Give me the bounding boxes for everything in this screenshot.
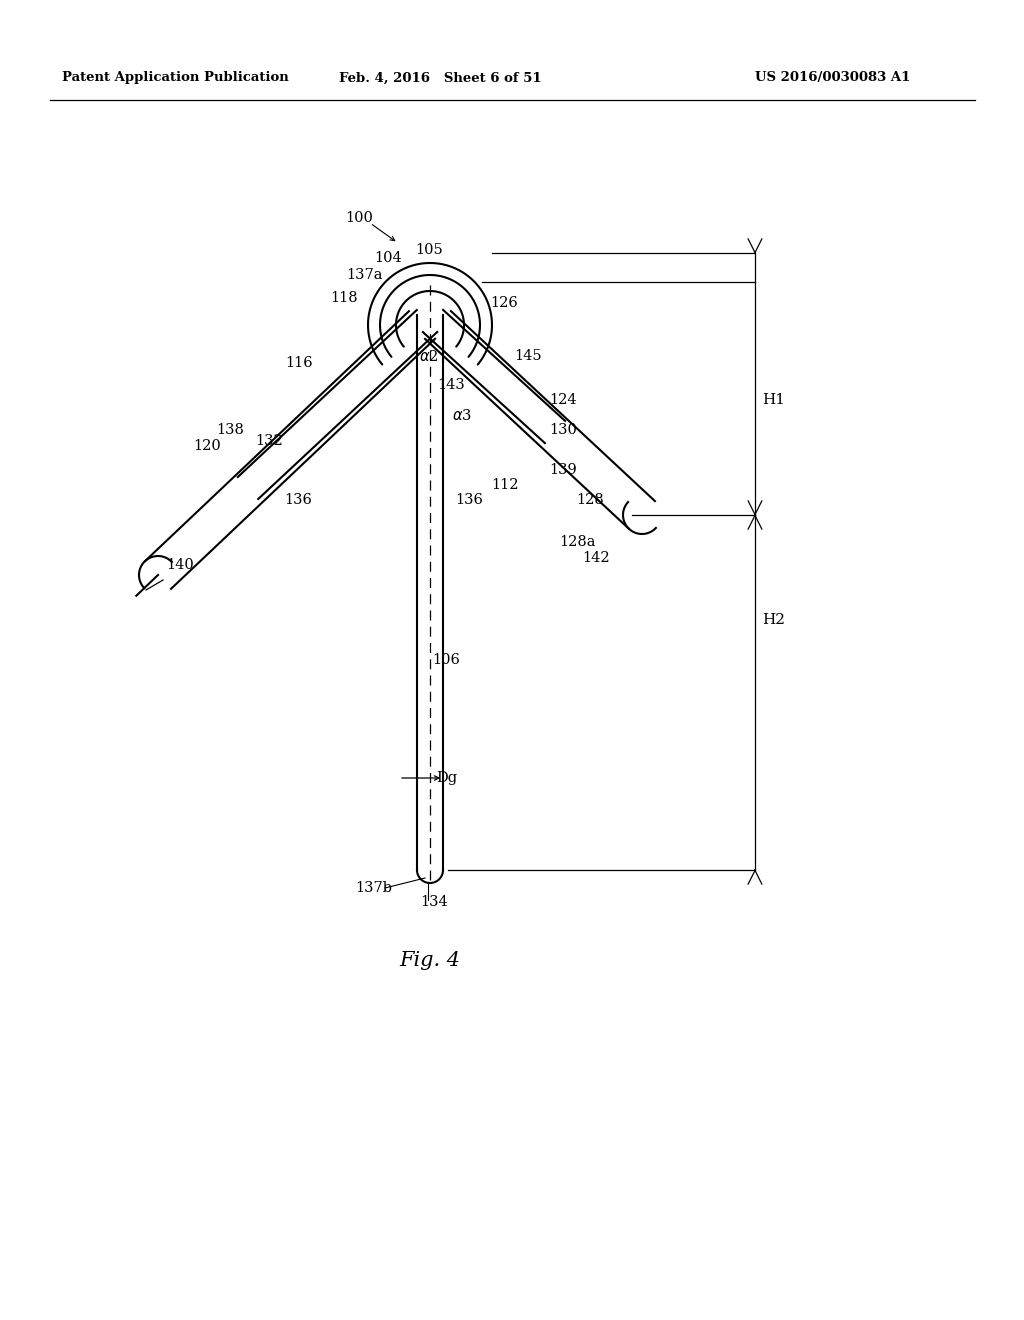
Text: 136: 136: [455, 492, 483, 507]
Text: 126: 126: [490, 296, 518, 310]
Text: US 2016/0030083 A1: US 2016/0030083 A1: [755, 71, 910, 84]
Text: 132: 132: [255, 434, 283, 447]
FancyArrowPatch shape: [749, 500, 762, 515]
Text: $\alpha$2: $\alpha$2: [419, 348, 438, 364]
FancyArrowPatch shape: [749, 239, 762, 253]
Text: 118: 118: [330, 290, 357, 305]
Text: 139: 139: [549, 463, 577, 477]
Text: 142: 142: [582, 550, 609, 565]
Text: 105: 105: [415, 243, 442, 257]
Text: Feb. 4, 2016   Sheet 6 of 51: Feb. 4, 2016 Sheet 6 of 51: [339, 71, 542, 84]
FancyArrowPatch shape: [749, 870, 762, 884]
Text: 143: 143: [437, 378, 465, 392]
Text: 137a: 137a: [346, 268, 383, 282]
Text: 138: 138: [216, 422, 244, 437]
Text: 134: 134: [420, 895, 447, 909]
Text: 100: 100: [345, 211, 373, 224]
Text: 136: 136: [284, 492, 312, 507]
Text: 130: 130: [549, 422, 577, 437]
Text: H2: H2: [762, 612, 785, 627]
Text: Dg: Dg: [436, 771, 457, 785]
Text: 120: 120: [193, 440, 221, 453]
Text: 128a: 128a: [559, 535, 596, 549]
Text: 124: 124: [549, 393, 577, 407]
Text: 145: 145: [514, 348, 542, 363]
Text: $\alpha$3: $\alpha$3: [452, 408, 472, 422]
FancyArrowPatch shape: [749, 515, 762, 529]
Text: 140: 140: [166, 558, 194, 572]
Text: Patent Application Publication: Patent Application Publication: [62, 71, 289, 84]
Text: H1: H1: [762, 393, 785, 407]
Text: 106: 106: [432, 653, 460, 667]
Text: 116: 116: [285, 356, 312, 370]
Text: 104: 104: [374, 251, 401, 265]
Text: 137b: 137b: [355, 880, 392, 895]
Text: 128: 128: [575, 492, 604, 507]
Text: Fig. 4: Fig. 4: [399, 950, 461, 969]
Text: 112: 112: [490, 478, 518, 492]
